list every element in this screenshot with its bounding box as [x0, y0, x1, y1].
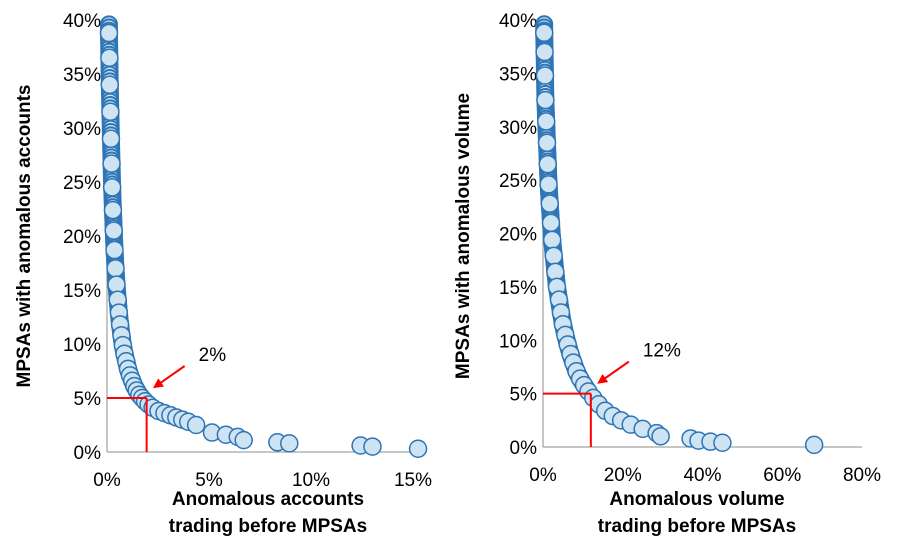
scatter-point — [105, 240, 124, 260]
scatter-point — [541, 213, 561, 233]
scatter-point — [100, 75, 120, 95]
scatter-point — [102, 178, 122, 197]
scatter-point — [101, 129, 121, 149]
y-tick-label: 15% — [499, 278, 537, 299]
scatter-point — [100, 48, 119, 68]
scatter-point — [804, 435, 824, 455]
right-scatter-chart: 0% 5% 10% 15% 20% 25% 30% 35% 40% 0% 20% 40% 60% 80% M… — [453, 11, 881, 537]
y-tick-label: 15% — [63, 281, 101, 302]
y-tick-label: 10% — [499, 331, 537, 352]
x-tick-label: 5% — [195, 470, 223, 491]
scatter-point — [280, 434, 299, 453]
y-tick-label: 10% — [63, 335, 101, 356]
y-tick-label: 20% — [499, 225, 537, 246]
y-tick-label: 35% — [499, 64, 537, 85]
scatter-point — [535, 66, 555, 85]
annotation-arrow — [597, 360, 630, 384]
y-tick-label: 40% — [499, 11, 537, 32]
scatter-point — [101, 102, 120, 122]
scatter-point — [651, 427, 670, 446]
x-axis-title-line-1: Anomalous accounts — [172, 489, 364, 510]
y-tick-label: 5% — [510, 385, 538, 406]
scatter-point — [538, 154, 558, 174]
y-tick-label: 0% — [510, 438, 538, 459]
scatter-point — [537, 133, 557, 153]
x-axis-title-line-2: trading before MPSAs — [598, 516, 796, 537]
y-tick-label: 25% — [63, 173, 101, 194]
scatter-point — [540, 194, 560, 213]
scatter-point — [103, 200, 123, 220]
x-tick-label: 60% — [763, 465, 801, 486]
scatter-point — [544, 246, 564, 266]
y-axis-title: MPSAs with anomalous accounts — [14, 85, 35, 388]
scatter-point — [408, 439, 428, 459]
scatter-point — [106, 259, 125, 278]
scatter-point — [99, 23, 119, 43]
x-tick-label: 20% — [604, 465, 642, 486]
y-tick-label: 30% — [499, 118, 537, 139]
scatter-point — [535, 42, 554, 62]
y-tick-label: 0% — [74, 443, 102, 464]
y-tick-label: 5% — [74, 389, 102, 410]
y-tick-label: 35% — [63, 65, 101, 86]
annotation-arrow — [152, 365, 186, 389]
scatter-point — [186, 415, 206, 435]
x-tick-label: 15% — [394, 470, 432, 491]
threshold-annotation: 12% — [643, 341, 681, 362]
y-axis-title: MPSAs with anomalous volume — [453, 93, 474, 379]
scatter-point — [363, 437, 382, 456]
y-tick-label: 20% — [63, 227, 101, 248]
scatter-point — [534, 23, 554, 43]
threshold-annotation: 2% — [199, 345, 227, 366]
y-tick-label: 40% — [63, 11, 101, 32]
x-tick-label: 40% — [683, 465, 721, 486]
x-axis-title-line-2: trading before MPSAs — [169, 516, 367, 537]
left-scatter-chart: 0% 5% 10% 15% 20% 25% 30% 35% 40% 0% 5% 10% 15% MPSAs… — [14, 11, 432, 537]
scatter-point — [539, 175, 558, 194]
scatter-point — [536, 90, 555, 110]
x-tick-label: 0% — [93, 470, 121, 491]
scatter-point — [234, 430, 253, 450]
x-axis-title-line-1: Anomalous volume — [609, 489, 784, 510]
x-tick-label: 80% — [843, 465, 881, 486]
scatter-point — [542, 230, 562, 250]
y-tick-label: 25% — [499, 171, 537, 192]
scatter-point — [102, 154, 121, 173]
scatter-point — [713, 433, 732, 452]
x-tick-label: 0% — [529, 465, 557, 486]
y-tick-label: 30% — [63, 119, 101, 140]
scatter-point — [104, 221, 123, 240]
scatter-point — [536, 112, 556, 131]
x-tick-label: 10% — [292, 470, 330, 491]
